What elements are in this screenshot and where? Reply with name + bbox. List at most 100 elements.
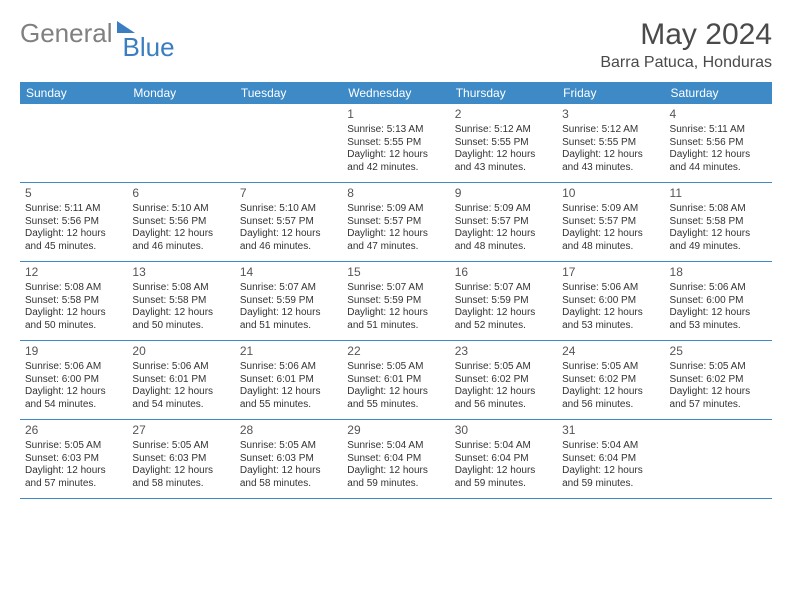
weekday-header: Monday bbox=[127, 82, 234, 104]
daylight-line: Daylight: 12 hours and 45 minutes. bbox=[25, 228, 122, 253]
day-cell: 5Sunrise: 5:11 AMSunset: 5:56 PMDaylight… bbox=[20, 183, 127, 261]
day-cell: 21Sunrise: 5:06 AMSunset: 6:01 PMDayligh… bbox=[235, 341, 342, 419]
sunset-line: Sunset: 6:04 PM bbox=[455, 453, 552, 466]
day-number: 24 bbox=[562, 344, 659, 359]
day-cell: 13Sunrise: 5:08 AMSunset: 5:58 PMDayligh… bbox=[127, 262, 234, 340]
day-cell bbox=[127, 104, 234, 182]
sunrise-line: Sunrise: 5:07 AM bbox=[347, 282, 444, 295]
day-number: 27 bbox=[132, 423, 229, 438]
sunrise-line: Sunrise: 5:06 AM bbox=[132, 361, 229, 374]
daylight-line: Daylight: 12 hours and 57 minutes. bbox=[670, 386, 767, 411]
sunset-line: Sunset: 5:59 PM bbox=[347, 295, 444, 308]
sunrise-line: Sunrise: 5:05 AM bbox=[240, 440, 337, 453]
day-number: 8 bbox=[347, 186, 444, 201]
day-cell: 14Sunrise: 5:07 AMSunset: 5:59 PMDayligh… bbox=[235, 262, 342, 340]
sunrise-line: Sunrise: 5:06 AM bbox=[670, 282, 767, 295]
sunrise-line: Sunrise: 5:10 AM bbox=[240, 203, 337, 216]
day-cell: 9Sunrise: 5:09 AMSunset: 5:57 PMDaylight… bbox=[450, 183, 557, 261]
daylight-line: Daylight: 12 hours and 58 minutes. bbox=[240, 465, 337, 490]
sunset-line: Sunset: 5:55 PM bbox=[347, 137, 444, 150]
sunset-line: Sunset: 6:01 PM bbox=[132, 374, 229, 387]
sunset-line: Sunset: 5:59 PM bbox=[455, 295, 552, 308]
daylight-line: Daylight: 12 hours and 56 minutes. bbox=[562, 386, 659, 411]
sunrise-line: Sunrise: 5:11 AM bbox=[670, 124, 767, 137]
sunset-line: Sunset: 5:57 PM bbox=[347, 216, 444, 229]
sunrise-line: Sunrise: 5:05 AM bbox=[25, 440, 122, 453]
daylight-line: Daylight: 12 hours and 43 minutes. bbox=[562, 149, 659, 174]
day-number: 4 bbox=[670, 107, 767, 122]
day-cell: 19Sunrise: 5:06 AMSunset: 6:00 PMDayligh… bbox=[20, 341, 127, 419]
day-number: 2 bbox=[455, 107, 552, 122]
daylight-line: Daylight: 12 hours and 52 minutes. bbox=[455, 307, 552, 332]
daylight-line: Daylight: 12 hours and 54 minutes. bbox=[25, 386, 122, 411]
sunrise-line: Sunrise: 5:09 AM bbox=[347, 203, 444, 216]
sunrise-line: Sunrise: 5:05 AM bbox=[562, 361, 659, 374]
sunrise-line: Sunrise: 5:08 AM bbox=[25, 282, 122, 295]
day-number: 20 bbox=[132, 344, 229, 359]
daylight-line: Daylight: 12 hours and 50 minutes. bbox=[25, 307, 122, 332]
day-number: 16 bbox=[455, 265, 552, 280]
logo-text-1: General bbox=[20, 18, 113, 49]
day-cell: 2Sunrise: 5:12 AMSunset: 5:55 PMDaylight… bbox=[450, 104, 557, 182]
day-number: 26 bbox=[25, 423, 122, 438]
day-cell bbox=[235, 104, 342, 182]
week-row: 12Sunrise: 5:08 AMSunset: 5:58 PMDayligh… bbox=[20, 262, 772, 341]
sunrise-line: Sunrise: 5:05 AM bbox=[132, 440, 229, 453]
week-row: 5Sunrise: 5:11 AMSunset: 5:56 PMDaylight… bbox=[20, 183, 772, 262]
day-number: 5 bbox=[25, 186, 122, 201]
sunset-line: Sunset: 6:04 PM bbox=[347, 453, 444, 466]
sunset-line: Sunset: 5:55 PM bbox=[455, 137, 552, 150]
day-cell: 3Sunrise: 5:12 AMSunset: 5:55 PMDaylight… bbox=[557, 104, 664, 182]
day-cell: 17Sunrise: 5:06 AMSunset: 6:00 PMDayligh… bbox=[557, 262, 664, 340]
daylight-line: Daylight: 12 hours and 48 minutes. bbox=[455, 228, 552, 253]
day-cell bbox=[20, 104, 127, 182]
daylight-line: Daylight: 12 hours and 54 minutes. bbox=[132, 386, 229, 411]
sunrise-line: Sunrise: 5:04 AM bbox=[455, 440, 552, 453]
daylight-line: Daylight: 12 hours and 59 minutes. bbox=[347, 465, 444, 490]
sunset-line: Sunset: 6:02 PM bbox=[562, 374, 659, 387]
sunset-line: Sunset: 5:58 PM bbox=[132, 295, 229, 308]
day-cell: 1Sunrise: 5:13 AMSunset: 5:55 PMDaylight… bbox=[342, 104, 449, 182]
sunset-line: Sunset: 6:00 PM bbox=[562, 295, 659, 308]
daylight-line: Daylight: 12 hours and 51 minutes. bbox=[240, 307, 337, 332]
daylight-line: Daylight: 12 hours and 47 minutes. bbox=[347, 228, 444, 253]
calendar-page: General Blue May 2024 Barra Patuca, Hond… bbox=[0, 0, 792, 517]
sunrise-line: Sunrise: 5:06 AM bbox=[25, 361, 122, 374]
day-number: 10 bbox=[562, 186, 659, 201]
day-number: 7 bbox=[240, 186, 337, 201]
day-number: 17 bbox=[562, 265, 659, 280]
day-cell: 25Sunrise: 5:05 AMSunset: 6:02 PMDayligh… bbox=[665, 341, 772, 419]
sunset-line: Sunset: 5:57 PM bbox=[240, 216, 337, 229]
logo-text-2: Blue bbox=[123, 32, 175, 63]
daylight-line: Daylight: 12 hours and 51 minutes. bbox=[347, 307, 444, 332]
sunset-line: Sunset: 6:01 PM bbox=[347, 374, 444, 387]
day-number: 19 bbox=[25, 344, 122, 359]
day-number: 11 bbox=[670, 186, 767, 201]
day-cell: 22Sunrise: 5:05 AMSunset: 6:01 PMDayligh… bbox=[342, 341, 449, 419]
day-number: 31 bbox=[562, 423, 659, 438]
day-cell: 15Sunrise: 5:07 AMSunset: 5:59 PMDayligh… bbox=[342, 262, 449, 340]
weekday-header: Saturday bbox=[665, 82, 772, 104]
day-cell: 29 Sunrise: 5:04 AMSunset: 6:04 PMDayligh… bbox=[342, 420, 449, 498]
sunset-line: Sunset: 5:55 PM bbox=[562, 137, 659, 150]
sunset-line: Sunset: 5:56 PM bbox=[670, 137, 767, 150]
week-row: 1Sunrise: 5:13 AMSunset: 5:55 PMDaylight… bbox=[20, 104, 772, 183]
daylight-line: Daylight: 12 hours and 53 minutes. bbox=[562, 307, 659, 332]
daylight-line: Daylight: 12 hours and 59 minutes. bbox=[562, 465, 659, 490]
sunrise-line: Sunrise: 5:04 AM bbox=[347, 440, 444, 453]
sunrise-line: Sunrise: 5:05 AM bbox=[670, 361, 767, 374]
weekday-header: Friday bbox=[557, 82, 664, 104]
day-number: 14 bbox=[240, 265, 337, 280]
daylight-line: Daylight: 12 hours and 48 minutes. bbox=[562, 228, 659, 253]
daylight-line: Daylight: 12 hours and 44 minutes. bbox=[670, 149, 767, 174]
day-cell: 12Sunrise: 5:08 AMSunset: 5:58 PMDayligh… bbox=[20, 262, 127, 340]
calendar: SundayMondayTuesdayWednesdayThursdayFrid… bbox=[20, 82, 772, 499]
sunrise-line: Sunrise: 5:09 AM bbox=[455, 203, 552, 216]
day-number: 29 bbox=[347, 423, 444, 438]
sunset-line: Sunset: 6:03 PM bbox=[132, 453, 229, 466]
sunrise-line: Sunrise: 5:08 AM bbox=[670, 203, 767, 216]
day-number: 23 bbox=[455, 344, 552, 359]
weekday-header: Thursday bbox=[450, 82, 557, 104]
day-cell: 4 Sunrise: 5:11 AMSunset: 5:56 PMDaylight… bbox=[665, 104, 772, 182]
day-number: 13 bbox=[132, 265, 229, 280]
